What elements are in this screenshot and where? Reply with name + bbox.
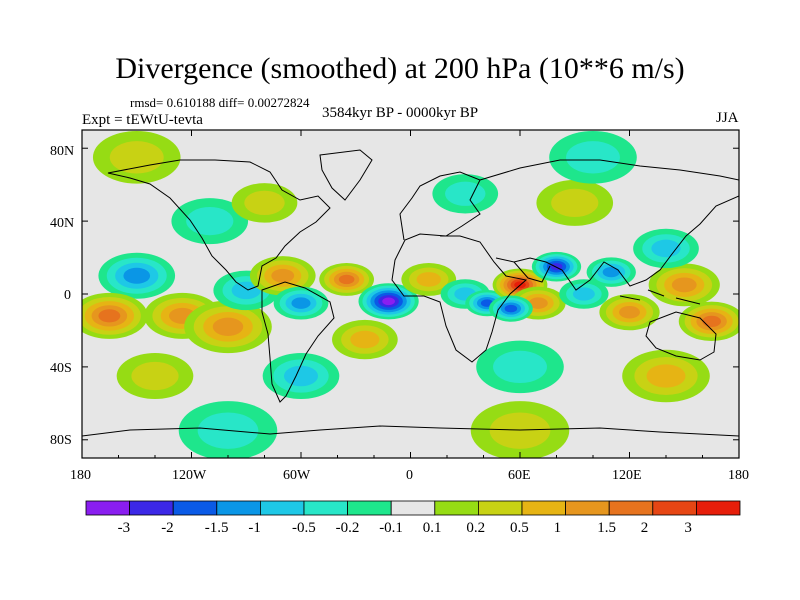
colorbar-label: 0.2 bbox=[466, 520, 486, 536]
colorbar-label: 2 bbox=[640, 520, 649, 536]
y-tick-label: 40S bbox=[50, 361, 72, 376]
coastlines bbox=[82, 149, 739, 437]
divergence-contour bbox=[123, 267, 151, 284]
divergence-field bbox=[82, 131, 739, 458]
x-tick-label: 180 bbox=[70, 468, 91, 483]
divergence-contour bbox=[493, 350, 547, 384]
y-tick-label: 80N bbox=[50, 144, 75, 159]
colorbar-swatch bbox=[608, 500, 654, 516]
colorbar-label: 3 bbox=[684, 520, 692, 536]
divergence-contour bbox=[551, 188, 599, 218]
divergence-contour bbox=[528, 297, 548, 309]
x-tick-label: 60E bbox=[508, 468, 531, 483]
divergence-contour bbox=[212, 317, 244, 336]
colorbar-swatch bbox=[129, 500, 174, 516]
divergence-contour bbox=[350, 330, 380, 349]
figure-title: Divergence (smoothed) at 200 hPa (10**6 … bbox=[115, 52, 685, 85]
y-tick-label: 0 bbox=[64, 288, 71, 303]
indonesia-outline bbox=[619, 289, 701, 305]
x-tick-label: 120W bbox=[172, 468, 207, 483]
colorbar-swatch bbox=[259, 500, 305, 516]
divergence-contour bbox=[109, 141, 164, 174]
colorbar-swatch bbox=[477, 500, 523, 516]
colorbar-swatch bbox=[521, 500, 566, 516]
stats-label: rmsd= 0.610188 diff= 0.00272824 bbox=[130, 95, 310, 110]
colorbar-swatch bbox=[696, 500, 741, 516]
divergence-contour bbox=[283, 365, 319, 387]
divergence-contour bbox=[291, 297, 311, 309]
y-tick-label: 80S bbox=[50, 433, 72, 448]
axis-ticks bbox=[81, 130, 740, 458]
colorbar-label: 1 bbox=[553, 520, 562, 536]
colorbar-swatch bbox=[434, 500, 479, 516]
divergence-contour bbox=[602, 266, 620, 278]
europe-africa-outline bbox=[391, 171, 528, 363]
colorbar-swatch bbox=[216, 500, 261, 516]
colorbar-swatch bbox=[565, 500, 610, 516]
divergence-contour bbox=[445, 181, 486, 206]
divergence-contour bbox=[416, 272, 441, 287]
x-tick-label: 60W bbox=[283, 468, 311, 483]
arabia-outline bbox=[513, 261, 551, 283]
colorbar-label: 0.1 bbox=[422, 520, 442, 536]
divergence-contour bbox=[619, 305, 640, 319]
season-label: JJA bbox=[716, 110, 739, 126]
colorbar-label: -1.5 bbox=[204, 520, 229, 536]
divergence-contour bbox=[671, 277, 697, 293]
colorbar-label: -1 bbox=[248, 520, 261, 536]
colorbar-swatch bbox=[652, 500, 697, 516]
divergence-contour bbox=[504, 304, 518, 313]
colorbar-swatch bbox=[390, 500, 436, 516]
asia-outline bbox=[479, 159, 739, 291]
x-tick-label: 120E bbox=[612, 468, 642, 483]
x-tick-label: 180 bbox=[728, 468, 749, 483]
divergence-contour bbox=[382, 297, 395, 306]
period-label: 3584kyr BP - 0000kyr BP bbox=[322, 105, 479, 121]
colorbar-label: -2 bbox=[161, 520, 174, 536]
antarctica-outline bbox=[82, 425, 739, 437]
colorbar-label: 0.5 bbox=[510, 520, 529, 536]
greenland-outline bbox=[319, 149, 373, 201]
divergence-contour bbox=[572, 287, 595, 301]
colorbar-swatch bbox=[347, 500, 392, 516]
divergence-contour bbox=[244, 190, 285, 216]
colorbar-swatch bbox=[172, 500, 218, 516]
y-tick-label: 40N bbox=[50, 216, 75, 231]
divergence-contour bbox=[646, 364, 686, 388]
south-america-outline bbox=[261, 281, 335, 403]
colorbar-label: -0.1 bbox=[379, 520, 403, 536]
colorbar-label: -0.2 bbox=[335, 520, 360, 536]
divergence-contour bbox=[131, 361, 179, 391]
divergence-contour bbox=[489, 412, 551, 449]
colorbar-label: 1.5 bbox=[597, 520, 616, 536]
colorbar-swatch bbox=[303, 500, 348, 516]
colorbar-swatch bbox=[85, 500, 130, 516]
x-tick-label: 0 bbox=[406, 468, 413, 483]
australia-outline bbox=[645, 311, 717, 361]
colorbar-label: -0.5 bbox=[292, 520, 316, 536]
colorbar bbox=[85, 500, 741, 516]
north-america-outline bbox=[107, 159, 331, 291]
divergence-contour bbox=[702, 315, 722, 327]
divergence-contour bbox=[98, 309, 121, 323]
divergence-contour bbox=[566, 141, 620, 174]
divergence-contour bbox=[271, 268, 295, 283]
divergence-contour bbox=[231, 281, 261, 300]
divergence-contour bbox=[186, 206, 234, 236]
experiment-label: Expt = tEWtU-tevta bbox=[82, 112, 203, 128]
divergence-contour bbox=[338, 274, 355, 285]
colorbar-label: -3 bbox=[117, 520, 131, 536]
